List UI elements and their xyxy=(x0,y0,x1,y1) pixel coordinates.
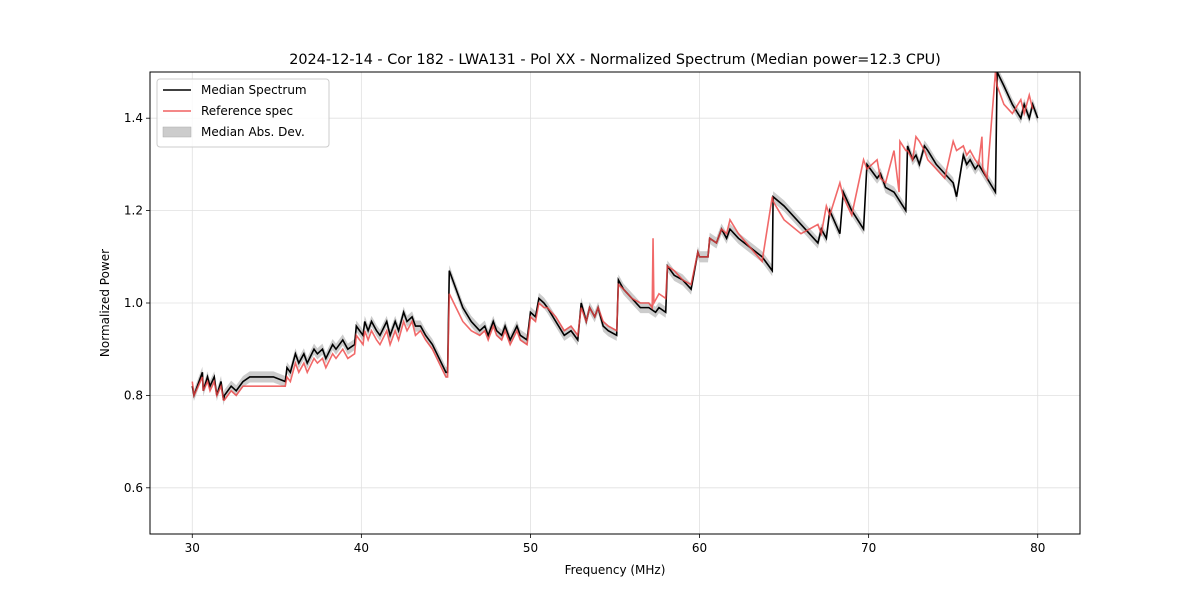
mad-band xyxy=(192,72,1038,406)
legend-label-median: Median Spectrum xyxy=(201,83,307,97)
x-axis-label: Frequency (MHz) xyxy=(565,563,666,577)
x-tick-label: 30 xyxy=(185,541,200,555)
median-spectrum-line xyxy=(191,72,1039,401)
y-tick-label: 0.8 xyxy=(124,388,143,402)
reference-spec-line xyxy=(191,72,1034,401)
x-tick-label: 80 xyxy=(1030,541,1045,555)
legend-swatch-mad xyxy=(162,126,192,138)
y-tick-label: 1.0 xyxy=(124,296,143,310)
legend-box xyxy=(156,78,330,148)
y-tick-label: 1.2 xyxy=(124,204,143,218)
grid xyxy=(150,72,1080,534)
legend-label-mad: Median Abs. Dev. xyxy=(201,125,305,139)
legend-label-reference: Reference spec xyxy=(201,104,293,118)
y-tick-label: 1.4 xyxy=(124,111,143,125)
legend: Median Spectrum Reference spec Median Ab… xyxy=(156,78,330,148)
mad-band-layer xyxy=(192,72,1038,406)
chart-title: 2024-12-14 - Cor 182 - LWA131 - Pol XX -… xyxy=(289,52,941,68)
x-tick-label: 40 xyxy=(354,541,369,555)
series-layer xyxy=(191,72,1039,401)
y-axis-label: Normalized Power xyxy=(98,249,112,357)
y-axis: 0.6 0.8 1.0 1.2 1.4 xyxy=(124,111,150,495)
x-tick-label: 50 xyxy=(523,541,538,555)
x-tick-label: 70 xyxy=(861,541,876,555)
x-tick-label: 60 xyxy=(692,541,707,555)
y-tick-label: 0.6 xyxy=(124,481,143,495)
x-axis: 30 40 50 60 70 80 xyxy=(185,534,1045,555)
